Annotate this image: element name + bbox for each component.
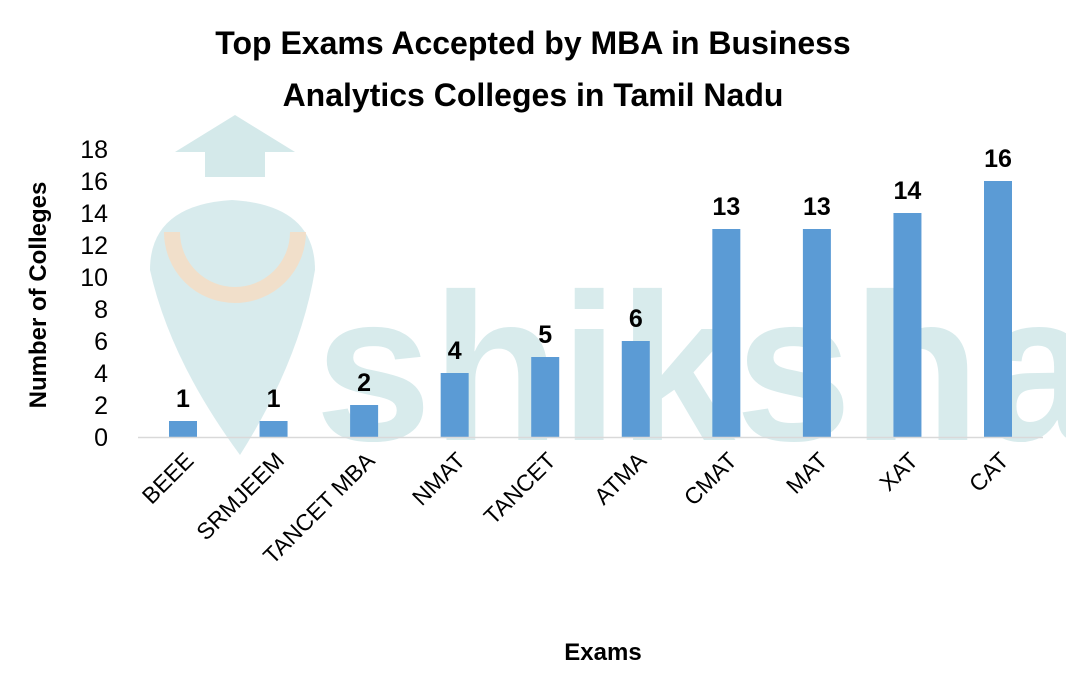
- data-label: 6: [629, 305, 643, 333]
- bar: [621, 341, 650, 437]
- x-axis-label: Exams: [564, 639, 641, 666]
- y-tick-label: 12: [80, 232, 108, 260]
- y-tick-label: 0: [94, 424, 108, 452]
- y-tick-label: 10: [80, 264, 108, 292]
- watermark: shiksha: [150, 115, 1066, 485]
- bar: [712, 229, 741, 437]
- data-label: 13: [712, 193, 740, 221]
- bar: [169, 421, 197, 437]
- data-label: 1: [176, 385, 190, 413]
- bar: [350, 405, 379, 437]
- x-tick-label: SRMJEEM: [191, 447, 289, 545]
- y-tick-label: 18: [80, 136, 108, 164]
- data-label: 14: [894, 177, 922, 205]
- bar: [259, 421, 288, 437]
- watermark-logo: [175, 115, 295, 177]
- y-tick-label: 6: [94, 328, 108, 356]
- data-label: 16: [984, 145, 1012, 173]
- bar: [802, 229, 831, 437]
- x-tick-label: BEEE: [137, 447, 199, 509]
- y-tick-label: 16: [80, 168, 108, 196]
- y-tick-label: 8: [94, 296, 108, 324]
- data-label: 2: [357, 369, 371, 397]
- data-label: 13: [803, 193, 831, 221]
- data-label: 1: [267, 385, 281, 413]
- y-tick-label: 14: [80, 200, 108, 228]
- bar: [984, 181, 1012, 437]
- bar: [531, 357, 560, 437]
- data-label: 4: [448, 337, 462, 365]
- chart-title-line-1: Top Exams Accepted by MBA in Business: [215, 25, 850, 61]
- watermark-text: shiksha: [315, 250, 1066, 485]
- y-tick-label: 2: [94, 392, 108, 420]
- data-label: 5: [538, 321, 552, 349]
- chart-title-line-2: Analytics Colleges in Tamil Nadu: [283, 77, 784, 113]
- bar: [893, 213, 922, 437]
- bar: [440, 373, 469, 437]
- y-tick-label: 4: [94, 360, 108, 388]
- y-axis-label: Number of Colleges: [25, 182, 52, 409]
